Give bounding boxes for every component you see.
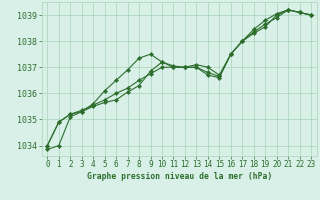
X-axis label: Graphe pression niveau de la mer (hPa): Graphe pression niveau de la mer (hPa) bbox=[87, 172, 272, 181]
